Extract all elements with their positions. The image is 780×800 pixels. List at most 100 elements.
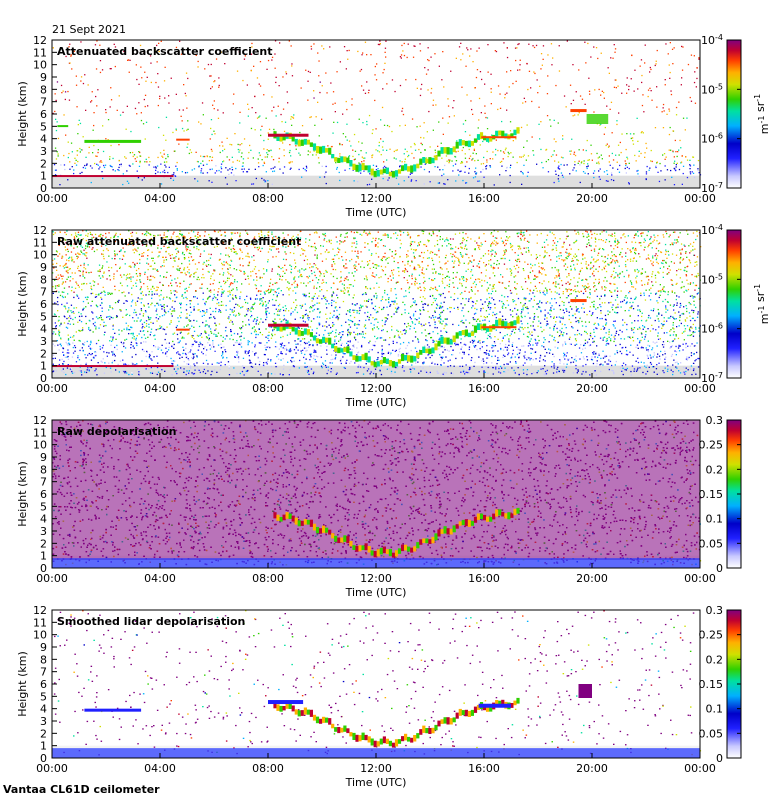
noise-band [52, 365, 700, 378]
x-tick-label: 08:00 [252, 762, 284, 775]
depol-noise-fill [52, 420, 700, 560]
x-tick-label: 20:00 [576, 572, 608, 585]
y-tick-label: 6 [40, 488, 47, 501]
y-tick-label: 4 [40, 703, 47, 716]
y-axis-label: Height (km) [16, 81, 29, 147]
x-axis-label: Time (UTC) [345, 396, 407, 409]
y-tick-label: 3 [40, 715, 47, 728]
x-tick-label: 12:00 [360, 382, 392, 395]
x-tick-label: 00:00 [684, 572, 716, 585]
y-tick-label: 7 [40, 666, 47, 679]
y-tick-label: 6 [40, 298, 47, 311]
panel-title: Smoothed lidar depolarisation [57, 615, 245, 628]
panel-1: Attenuated backscatter coefficient012345… [16, 33, 771, 219]
y-tick-label: 11 [33, 616, 47, 629]
colorbar-tick-label: 10-6 [701, 322, 723, 336]
colorbar-tick-label: 0.3 [706, 414, 724, 427]
y-tick-label: 9 [40, 641, 47, 654]
colorbar-unit-label: m-1 sr-1 [753, 94, 771, 134]
x-tick-label: 08:00 [252, 572, 284, 585]
x-tick-label: 16:00 [468, 572, 500, 585]
x-tick-label: 00:00 [684, 762, 716, 775]
colorbar-tick-label: 0 [716, 752, 723, 765]
x-axis-label: Time (UTC) [345, 206, 407, 219]
y-tick-label: 11 [33, 46, 47, 59]
x-tick-label: 20:00 [576, 192, 608, 205]
y-tick-label: 2 [40, 537, 47, 550]
x-axis-label: Time (UTC) [345, 776, 407, 789]
colorbar-tick-label: 0.25 [699, 439, 724, 452]
colorbar-tick-label: 10-6 [701, 132, 723, 146]
colorbar [726, 229, 742, 379]
colorbar-tick-label: 0.15 [699, 488, 724, 501]
colorbar-unit-label: m-1 sr-1 [753, 284, 771, 324]
colorbar-tick-label: 10-5 [701, 272, 723, 286]
y-tick-label: 2 [40, 347, 47, 360]
y-tick-label: 7 [40, 96, 47, 109]
x-tick-label: 12:00 [360, 762, 392, 775]
panel-title: Attenuated backscatter coefficient [57, 45, 273, 58]
colorbar-tick-label: 0.2 [706, 463, 724, 476]
footer-label: Vantaa CL61D ceilometer [3, 783, 160, 796]
y-tick-label: 10 [33, 59, 47, 72]
x-tick-label: 04:00 [144, 572, 176, 585]
colorbar-tick-label: 0.1 [706, 703, 724, 716]
y-tick-label: 1 [40, 740, 47, 753]
x-axis-label: Time (UTC) [345, 586, 407, 599]
y-tick-label: 11 [33, 426, 47, 439]
colorbar-tick-label: 10-7 [701, 181, 723, 195]
y-tick-label: 4 [40, 133, 47, 146]
y-tick-label: 0 [40, 182, 47, 195]
x-tick-label: 00:00 [36, 192, 68, 205]
y-tick-label: 9 [40, 71, 47, 84]
x-tick-label: 16:00 [468, 382, 500, 395]
y-tick-label: 3 [40, 525, 47, 538]
y-tick-label: 6 [40, 678, 47, 691]
heatmap-field [52, 40, 702, 188]
x-tick-label: 00:00 [684, 382, 716, 395]
x-tick-label: 12:00 [360, 192, 392, 205]
x-tick-label: 16:00 [468, 192, 500, 205]
colorbar-tick-label: 10-4 [701, 33, 723, 47]
noise-band [52, 175, 700, 188]
panel-2: Raw attenuated backscatter coefficient01… [16, 223, 771, 409]
x-tick-label: 00:00 [36, 382, 68, 395]
x-tick-label: 04:00 [144, 382, 176, 395]
panel-title: Raw depolarisation [57, 425, 176, 438]
colorbar-tick-label: 0.05 [699, 727, 724, 740]
y-tick-label: 10 [33, 249, 47, 262]
y-tick-label: 6 [40, 108, 47, 121]
y-tick-label: 9 [40, 261, 47, 274]
x-tick-label: 20:00 [576, 382, 608, 395]
y-tick-label: 8 [40, 273, 47, 286]
x-tick-label: 20:00 [576, 762, 608, 775]
y-tick-label: 9 [40, 451, 47, 464]
y-tick-label: 2 [40, 157, 47, 170]
y-tick-label: 8 [40, 463, 47, 476]
y-tick-label: 5 [40, 500, 47, 513]
y-tick-label: 4 [40, 513, 47, 526]
date-label: 21 Sept 2021 [52, 23, 126, 36]
y-tick-label: 5 [40, 310, 47, 323]
y-axis-label: Height (km) [16, 651, 29, 717]
y-tick-label: 8 [40, 653, 47, 666]
y-tick-label: 7 [40, 286, 47, 299]
y-tick-label: 11 [33, 236, 47, 249]
x-tick-label: 12:00 [360, 572, 392, 585]
colorbar-tick-label: 0.3 [706, 604, 724, 617]
panel-title: Raw attenuated backscatter coefficient [57, 235, 301, 248]
y-tick-label: 1 [40, 550, 47, 563]
y-tick-label: 0 [40, 752, 47, 765]
colorbar-tick-label: 10-4 [701, 223, 723, 237]
plot-area [52, 230, 700, 378]
colorbar [726, 39, 742, 189]
y-tick-label: 5 [40, 120, 47, 133]
x-tick-label: 16:00 [468, 762, 500, 775]
y-axis-label: Height (km) [16, 461, 29, 527]
y-tick-label: 10 [33, 439, 47, 452]
y-tick-label: 4 [40, 323, 47, 336]
colorbar-tick-label: 0 [716, 562, 723, 575]
y-tick-label: 1 [40, 170, 47, 183]
y-axis-label: Height (km) [16, 271, 29, 337]
